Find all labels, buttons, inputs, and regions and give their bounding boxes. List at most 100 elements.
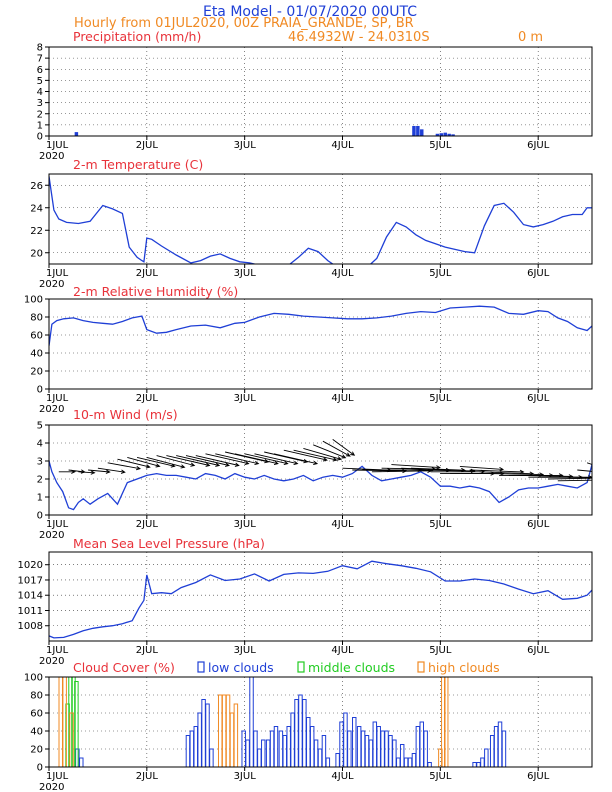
x-tick-label: 6JUL xyxy=(527,140,550,151)
x-tick-label: 3JUL xyxy=(234,519,257,530)
low-cloud-bar xyxy=(273,726,279,767)
x-tick-label: 3JUL xyxy=(234,140,257,151)
y-tick-label: 26 xyxy=(30,181,43,192)
x-tick-label: 6JUL xyxy=(527,645,550,656)
wind-arrow xyxy=(97,467,126,474)
wind-arrow xyxy=(283,449,328,462)
legend-low-label: low clouds xyxy=(208,660,274,675)
y-tick-label: 6 xyxy=(37,65,43,76)
y-tick-label: 0 xyxy=(37,511,43,522)
low-cloud-bar xyxy=(209,748,214,767)
y-tick-label: 20 xyxy=(30,745,43,756)
low-cloud-bar xyxy=(392,739,397,767)
x-tick-label: 2JUL xyxy=(136,519,159,530)
panel-title-pressure: Mean Sea Level Pressure (hPa) xyxy=(73,536,265,551)
y-tick-label: 0 xyxy=(37,132,43,143)
x-tick-label: 4JUL xyxy=(331,771,354,782)
x-tick-label: 2JUL xyxy=(136,140,159,151)
low-cloud-bar xyxy=(261,739,266,767)
panel-mslp: 1008 1011 1014 1017 1020 1JUL 2JUL 3JUL 4JUL 5JUL… xyxy=(18,551,593,667)
panel-cloud: 0 20 40 60 80 100 1JUL 2JUL 3JUL 4JUL 5JUL 6JUL 2020 xyxy=(24,673,593,792)
year-label: 2020 xyxy=(39,782,64,792)
high-cloud-bar xyxy=(233,703,239,767)
chart-subtitle: Hourly from 01JUL2020, 00Z PRAIA_GRANDE,… xyxy=(74,16,414,31)
wind-arrow xyxy=(244,453,289,466)
x-tick-label: 2JUL xyxy=(136,771,159,782)
y-tick-label: 20 xyxy=(30,367,43,378)
wind-arrow xyxy=(254,453,299,466)
precip-bar xyxy=(439,133,444,136)
y-tick-label: 1011 xyxy=(18,606,43,617)
y-tick-label: 3 xyxy=(37,98,43,109)
y-tick-label: 3 xyxy=(37,457,43,468)
x-tick-label: 4JUL xyxy=(331,645,354,656)
low-cloud-bar xyxy=(347,730,352,767)
x-tick-label: 4JUL xyxy=(331,393,354,404)
wind-arrow xyxy=(303,447,342,461)
wind-arrow xyxy=(391,464,441,470)
wind-arrow xyxy=(567,476,592,479)
wind-arrow xyxy=(479,471,535,476)
high-cloud-bar xyxy=(441,677,446,767)
y-tick-label: 20 xyxy=(30,248,43,259)
low-cloud-bar xyxy=(484,748,489,767)
y-tick-label: 1 xyxy=(37,120,43,131)
low-cloud-bar xyxy=(321,735,327,767)
y-tick-label: 100 xyxy=(24,673,43,684)
y-tick-label: 5 xyxy=(37,76,43,87)
precip-bar xyxy=(420,129,424,136)
precip-bar xyxy=(416,125,420,136)
y-tick-label: 22 xyxy=(30,226,43,237)
wind-arrow xyxy=(146,456,186,469)
precip-bar xyxy=(447,133,451,136)
panel-frame xyxy=(48,298,593,390)
plot-area xyxy=(49,305,592,346)
legend-high-label: high clouds xyxy=(428,660,500,675)
wind-arrow xyxy=(293,449,338,462)
plot-area xyxy=(74,125,455,136)
plot-area xyxy=(58,677,507,767)
legend-low-swatch xyxy=(197,661,205,673)
panel-frame xyxy=(48,46,593,137)
legend-middle-label: middle clouds xyxy=(308,660,395,675)
plot-area xyxy=(49,439,592,511)
chart-coordinates: 46.4932W - 24.0310S xyxy=(288,30,430,45)
y-tick-label: 0 xyxy=(37,385,43,396)
precip-bar xyxy=(412,125,416,136)
wind-arrow xyxy=(166,455,211,467)
low-cloud-bar xyxy=(427,762,432,767)
y-tick-label: 4 xyxy=(37,439,43,450)
y-tick-label: 40 xyxy=(30,727,43,738)
middle-cloud-bar xyxy=(68,677,73,767)
panel-title-wind: 10-m Wind (m/s) xyxy=(73,407,178,422)
low-cloud-bar xyxy=(399,744,405,767)
x-tick-label: 5JUL xyxy=(429,393,452,404)
middle-cloud-bar xyxy=(71,677,76,767)
x-tick-label: 5JUL xyxy=(429,268,452,279)
y-tick-label: 1008 xyxy=(18,621,43,632)
panel-frame xyxy=(48,676,593,768)
series-line-mslp xyxy=(49,560,592,639)
x-tick-label: 6JUL xyxy=(527,268,550,279)
panel-wind: 0 1 2 3 4 5 1JUL 2JUL 3JUL 4JUL 5JUL 6JUL 2020 xyxy=(37,421,593,541)
x-tick-label: 3JUL xyxy=(234,268,257,279)
high-cloud-bar xyxy=(69,712,74,767)
y-tick-label: 1014 xyxy=(18,591,43,602)
x-tick-label: 4JUL xyxy=(331,268,354,279)
panel-rh: 0 20 40 60 80 100 1JUL 2JUL 3JUL 4JUL 5JUL 6JUL 2020 xyxy=(24,295,593,415)
x-tick-label: 1JUL xyxy=(46,268,69,279)
series-line-wind xyxy=(49,460,592,511)
panel-temp: 20 22 24 26 1JUL 2JUL 3JUL 4JUL 5JUL 6JUL 2020 xyxy=(30,173,593,290)
y-tick-label: 1 xyxy=(37,493,43,504)
low-cloud-bar xyxy=(325,757,331,767)
y-tick-label: 5 xyxy=(37,421,43,432)
high-cloud-bar xyxy=(62,677,67,767)
precip-bar xyxy=(435,133,440,136)
x-tick-label: 3JUL xyxy=(234,771,257,782)
wind-arrow xyxy=(78,470,96,475)
panel-frame xyxy=(48,173,593,265)
x-tick-label: 3JUL xyxy=(234,393,257,404)
legend-middle-swatch xyxy=(297,661,305,673)
